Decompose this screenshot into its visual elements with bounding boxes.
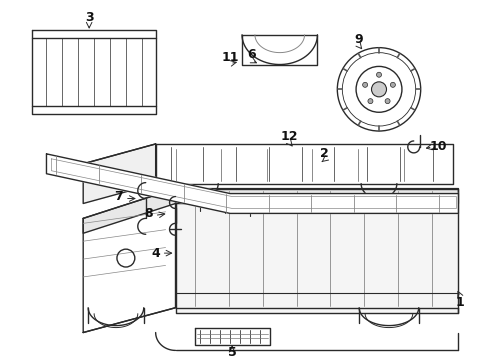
Text: 1: 1 — [456, 296, 465, 309]
Text: 11: 11 — [221, 51, 239, 64]
Circle shape — [371, 82, 387, 97]
Circle shape — [363, 82, 368, 87]
Text: 12: 12 — [281, 130, 298, 144]
Polygon shape — [83, 189, 459, 233]
Polygon shape — [196, 328, 270, 346]
Circle shape — [337, 48, 421, 131]
Polygon shape — [83, 189, 175, 333]
Text: 3: 3 — [85, 12, 94, 24]
Polygon shape — [83, 144, 156, 203]
Text: 5: 5 — [228, 346, 237, 359]
Circle shape — [385, 99, 390, 104]
Circle shape — [376, 72, 382, 77]
Polygon shape — [156, 144, 453, 184]
Polygon shape — [31, 30, 156, 114]
Text: 8: 8 — [145, 207, 153, 220]
Text: 4: 4 — [151, 247, 160, 260]
Text: 6: 6 — [247, 48, 256, 61]
Polygon shape — [175, 189, 459, 313]
Text: 9: 9 — [355, 33, 364, 46]
Polygon shape — [242, 35, 318, 64]
Circle shape — [368, 99, 373, 104]
Circle shape — [391, 82, 395, 87]
Text: 10: 10 — [430, 140, 447, 153]
Text: 7: 7 — [115, 190, 123, 203]
Polygon shape — [47, 154, 459, 213]
Text: 2: 2 — [320, 147, 329, 160]
